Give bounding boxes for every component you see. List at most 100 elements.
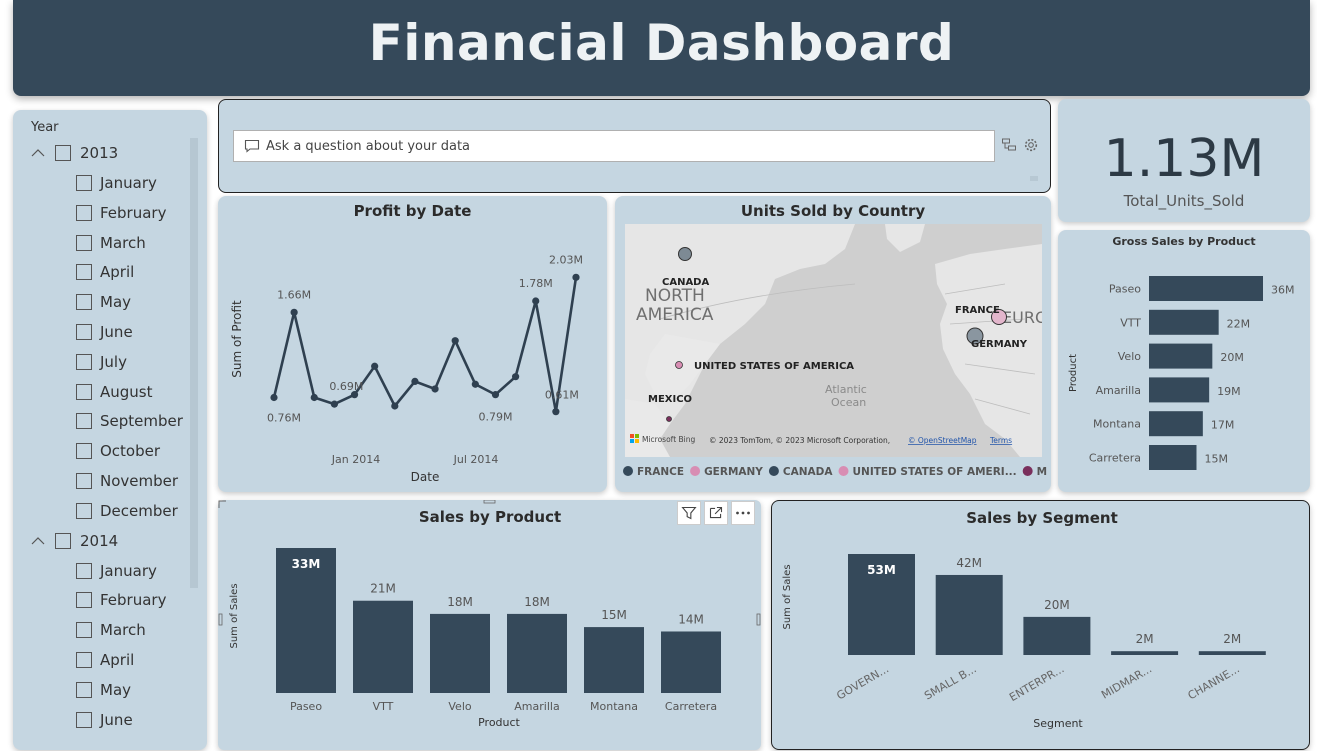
slicer-month-item[interactable]: May [76, 677, 131, 703]
slicer-year-2014[interactable]: 2014 [31, 528, 118, 554]
slicer-checkbox[interactable] [76, 592, 92, 609]
slicer-checkbox[interactable] [55, 532, 71, 549]
map-bubble-germany[interactable] [966, 327, 984, 345]
slicer-checkbox[interactable] [76, 711, 92, 728]
slicer-checkbox[interactable] [76, 681, 92, 698]
bar[interactable] [353, 600, 413, 693]
more-options-icon[interactable] [731, 501, 755, 525]
gear-icon[interactable] [1023, 137, 1039, 153]
profit-data-point[interactable] [532, 297, 540, 305]
slicer-checkbox[interactable] [76, 652, 92, 668]
slicer-checkbox[interactable] [76, 562, 92, 579]
map-bubble-usa[interactable] [675, 361, 683, 369]
qa-input[interactable]: Ask a question about your data [233, 130, 995, 162]
profit-series-line[interactable] [272, 277, 578, 413]
slicer-checkbox[interactable] [76, 175, 92, 191]
legend-item[interactable]: MEXICO [1022, 466, 1048, 478]
related-questions-icon[interactable] [1001, 137, 1017, 153]
filter-icon[interactable] [677, 501, 701, 525]
bar[interactable] [1023, 616, 1091, 655]
resize-grip[interactable] [1030, 176, 1038, 181]
slicer-month-item[interactable]: March [76, 230, 146, 256]
slicer-checkbox[interactable] [76, 234, 92, 251]
slicer-year-2013[interactable]: 2013 [31, 140, 118, 166]
slicer-checkbox[interactable] [76, 324, 92, 340]
slicer-month-item[interactable]: April [76, 259, 134, 285]
sales-by-product-bar-chart[interactable]: Sales by Product Sum of Sales Product 33M Pa… [218, 500, 761, 750]
profit-data-point[interactable] [391, 402, 399, 410]
slicer-checkbox[interactable] [76, 264, 92, 281]
slicer-month-item[interactable]: December [76, 498, 178, 524]
legend-item[interactable]: CANADA [768, 466, 833, 478]
slicer-month-item[interactable]: February [76, 200, 166, 226]
gross-sales-bar-chart[interactable]: Gross Sales by Product Product Paseo 36M VTT… [1058, 230, 1310, 492]
slicer-checkbox[interactable] [76, 204, 92, 221]
legend-item[interactable]: GERMANY [690, 466, 763, 478]
map-bubble-mexico[interactable] [666, 416, 672, 422]
bar[interactable] [1149, 343, 1213, 369]
profit-data-point[interactable] [471, 380, 479, 388]
focus-mode-icon[interactable] [704, 501, 728, 525]
terms-link[interactable]: Terms [989, 436, 1012, 445]
profit-data-point[interactable] [310, 393, 318, 402]
bar[interactable] [584, 627, 644, 693]
osm-link[interactable]: © OpenStreetMap [908, 436, 977, 445]
slicer-checkbox[interactable] [76, 473, 92, 489]
slicer-month-item[interactable]: April [76, 647, 134, 673]
country-map[interactable]: NORTH AMERICA Atlantic Ocean EURO CANADA… [625, 224, 1042, 457]
profit-line-chart[interactable]: 1.66M 0.76M 0.69M 1.78M 2.03M 0.79M 0.61M Jan 2… [218, 196, 607, 492]
slicer-checkbox[interactable] [76, 502, 92, 519]
slicer-month-item[interactable]: January [76, 170, 157, 196]
profit-data-point[interactable] [270, 393, 278, 402]
slicer-month-item[interactable]: May [76, 289, 131, 315]
profit-data-point[interactable] [431, 385, 439, 393]
bar[interactable] [848, 554, 915, 655]
slicer-checkbox[interactable] [76, 622, 92, 639]
profit-data-point[interactable] [350, 391, 359, 399]
bar[interactable] [1149, 411, 1203, 437]
slicer-month-item[interactable]: July [76, 349, 127, 375]
sales-by-segment-bar-chart[interactable]: Sales by Segment Sum of Sales Segment 53M GO… [772, 501, 1311, 751]
legend-item[interactable]: FRANCE [623, 466, 684, 478]
slicer-checkbox[interactable] [76, 413, 92, 430]
slicer-month-item[interactable]: February [76, 587, 166, 613]
slicer-checkbox[interactable] [76, 353, 92, 370]
profit-data-point[interactable] [290, 308, 298, 316]
map-bubble-canada[interactable] [678, 247, 692, 261]
profit-data-point[interactable] [552, 408, 560, 416]
profit-data-point[interactable] [451, 337, 459, 345]
slicer-month-item[interactable]: June [76, 707, 133, 733]
slicer-checkbox[interactable] [76, 383, 92, 400]
bar[interactable] [661, 631, 721, 693]
bar[interactable] [1149, 309, 1219, 335]
bar[interactable] [430, 613, 490, 693]
bar[interactable] [1149, 276, 1263, 301]
profit-data-point[interactable] [512, 373, 520, 381]
bar[interactable] [1198, 651, 1266, 655]
profit-data-point[interactable] [491, 391, 500, 399]
bar[interactable] [276, 548, 336, 693]
bar[interactable] [1149, 377, 1210, 403]
slicer-month-item[interactable]: January [76, 558, 157, 584]
slicer-checkbox[interactable] [55, 145, 71, 161]
slicer-month-item[interactable]: August [76, 379, 153, 405]
bar[interactable] [935, 574, 1003, 655]
slicer-month-item[interactable]: September [76, 408, 183, 434]
slicer-checkbox[interactable] [76, 443, 92, 460]
profit-data-point[interactable] [330, 400, 338, 408]
legend-item[interactable]: UNITED STATES OF AMERI... [838, 466, 1017, 478]
chevron-up-icon[interactable] [31, 536, 45, 546]
map-bubble-france[interactable] [991, 309, 1007, 325]
slicer-month-item[interactable]: March [76, 617, 146, 643]
bar[interactable] [1111, 651, 1179, 655]
bar[interactable] [1149, 445, 1197, 470]
profit-data-point[interactable] [572, 273, 580, 281]
slicer-month-item[interactable]: June [76, 319, 133, 345]
profit-data-point[interactable] [371, 362, 379, 370]
bar[interactable] [507, 613, 567, 693]
profit-data-point[interactable] [411, 377, 419, 386]
slicer-month-item[interactable]: October [76, 438, 160, 464]
slicer-month-item[interactable]: November [76, 468, 178, 494]
chevron-up-icon[interactable] [31, 148, 45, 158]
slicer-checkbox[interactable] [76, 294, 92, 311]
